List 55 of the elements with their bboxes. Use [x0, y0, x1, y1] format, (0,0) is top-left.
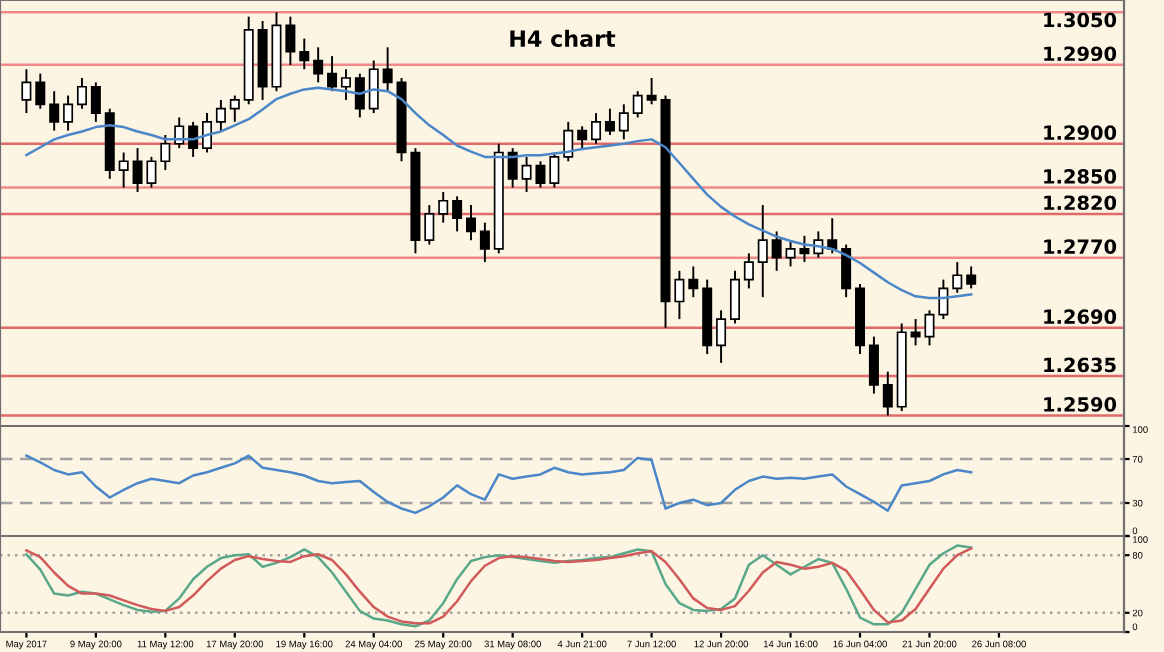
candlestick	[452, 195, 463, 233]
candlestick	[76, 77, 87, 110]
candlestick	[757, 204, 768, 299]
candlestick	[841, 243, 852, 299]
line-series	[25, 454, 973, 515]
candlestick	[632, 90, 643, 119]
candlestick	[465, 204, 476, 242]
candlestick	[688, 265, 699, 299]
candlestick	[299, 37, 310, 71]
candlestick	[577, 125, 588, 150]
ref-line-label: 1.2850	[1044, 169, 1117, 184]
candlestick	[313, 46, 324, 84]
candlestick	[63, 94, 74, 132]
candlestick	[966, 265, 977, 290]
candlestick	[618, 103, 629, 141]
candlestick	[188, 120, 199, 158]
candlestick	[549, 151, 560, 189]
ref-line-label: 1.2770	[1044, 239, 1117, 254]
candlestick	[285, 15, 296, 66]
ref-line-label: 1.3050	[1044, 12, 1117, 28]
candlestick	[771, 230, 782, 272]
candlestick	[507, 147, 518, 189]
candlestick	[743, 252, 754, 290]
ref-line-label: 1.2635	[1044, 357, 1116, 373]
candlestick	[368, 59, 379, 115]
candlestick	[90, 81, 101, 123]
candlestick	[882, 370, 893, 417]
candlestick	[729, 269, 740, 325]
candlestick	[952, 261, 963, 294]
candlestick	[49, 90, 60, 132]
candlestick	[202, 112, 213, 154]
candlestick	[479, 221, 490, 264]
ref-line-label: 1.2690	[1044, 309, 1117, 325]
ref-line-label: 1.2900	[1044, 125, 1117, 140]
candlestick	[35, 72, 46, 110]
candlestick	[868, 335, 879, 395]
candlestick	[340, 68, 351, 101]
candlestick	[160, 134, 171, 172]
candlestick	[591, 112, 602, 145]
candlestick	[354, 72, 365, 119]
text: H4 chart	[510, 29, 616, 48]
candlestick	[229, 94, 240, 123]
ref-line-label: 1.2820	[1044, 195, 1117, 211]
ref-line-label: 1.2590	[1044, 397, 1117, 412]
candlestick	[604, 107, 615, 136]
candlestick	[938, 278, 949, 321]
candlestick	[21, 68, 32, 115]
candlestick	[716, 309, 727, 364]
candlestick	[215, 98, 226, 132]
candlestick	[438, 190, 449, 224]
ref-line-label: 1.2990	[1044, 46, 1117, 62]
candlestick	[382, 46, 393, 93]
candlestick	[424, 204, 435, 246]
candlestick	[646, 77, 657, 106]
candlestick	[118, 151, 129, 189]
